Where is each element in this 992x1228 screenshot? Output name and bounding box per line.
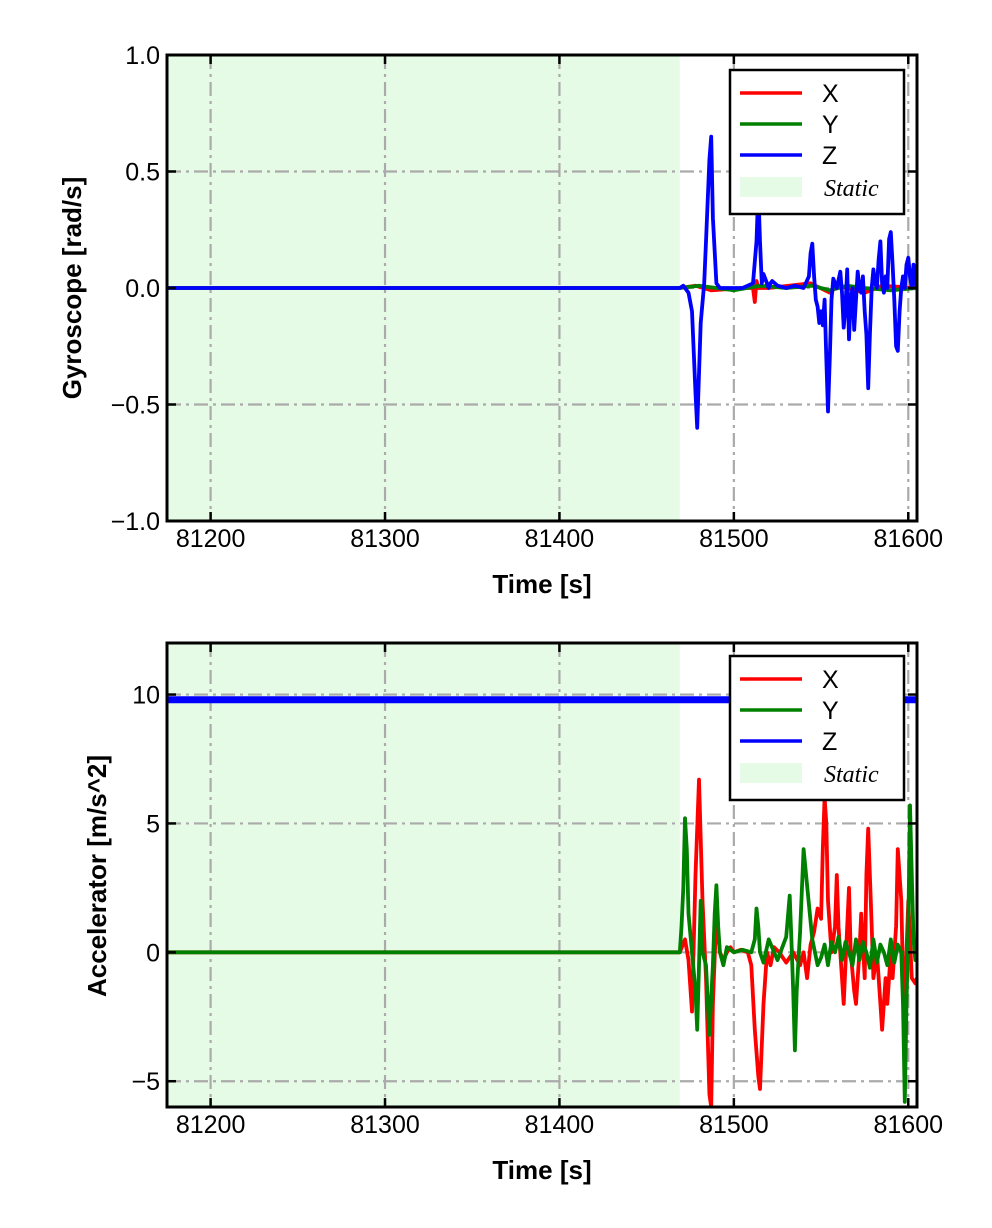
x-tick-label: 81500 (699, 525, 769, 553)
legend-patch-static (740, 177, 802, 197)
y-tick-label: −0.5 (111, 392, 160, 420)
y-tick-label: −5 (131, 1068, 160, 1096)
x-tick-label: 81200 (176, 525, 246, 553)
x-tick-label: 81500 (699, 1111, 769, 1139)
legend-label-y: Y (822, 111, 839, 139)
legend-label-x: X (822, 80, 839, 108)
legend-patch-static (740, 763, 802, 783)
y-tick-label: 1.0 (125, 42, 160, 70)
x-tick-label: 81200 (176, 1111, 246, 1139)
x-tick-label: 81300 (350, 1111, 420, 1139)
legend-label-static: Static (824, 762, 879, 788)
legend: X Y Z Static (728, 68, 906, 216)
y-ticks: −5 0 5 10 (131, 682, 917, 1096)
static-region (167, 643, 680, 1107)
y-tick-label: 0.5 (125, 159, 160, 187)
x-ticks: 81200 81300 81400 81500 81600 (176, 643, 943, 1139)
legend-label-z: Z (822, 728, 837, 756)
legend-label-static: Static (824, 176, 879, 202)
y-tick-label: 5 (146, 810, 160, 838)
accelerator-chart: −5 0 5 10 81200 81300 81400 81500 81600 Time [s… (82, 641, 943, 1185)
y-axis-title: Accelerator [m/s^2] (82, 755, 112, 997)
y-tick-label: −1.0 (111, 508, 160, 536)
x-tick-label: 81400 (525, 1111, 595, 1139)
series-lines (167, 134, 917, 430)
y-tick-label: 0.0 (125, 275, 160, 303)
legend: X Y Z Static (728, 654, 906, 802)
x-axis-title: Time [s] (492, 569, 591, 599)
x-tick-label: 81400 (525, 525, 595, 553)
plot-frame (165, 641, 919, 1109)
x-tick-label: 81600 (874, 1111, 944, 1139)
x-tick-label: 81300 (350, 525, 420, 553)
y-tick-label: 10 (132, 682, 160, 710)
legend-label-z: Z (822, 142, 837, 170)
series-y-line (167, 803, 917, 1104)
series-z-line (167, 134, 917, 430)
y-tick-label: 0 (146, 939, 160, 967)
legend-label-y: Y (822, 697, 839, 725)
y-axis-title: Gyroscope [rad/s] (57, 177, 87, 400)
y-ticks: −1.0 −0.5 0.0 0.5 1.0 (111, 42, 917, 536)
gyroscope-chart: −1.0−0.50.00.51.0 81200 81300 81400 81500 81… (57, 42, 943, 599)
legend-label-x: X (822, 666, 839, 694)
x-ticks: 81200 81300 81400 81500 81600 (176, 55, 943, 553)
x-axis-title: Time [s] (492, 1155, 591, 1185)
x-tick-label: 81600 (874, 525, 944, 553)
